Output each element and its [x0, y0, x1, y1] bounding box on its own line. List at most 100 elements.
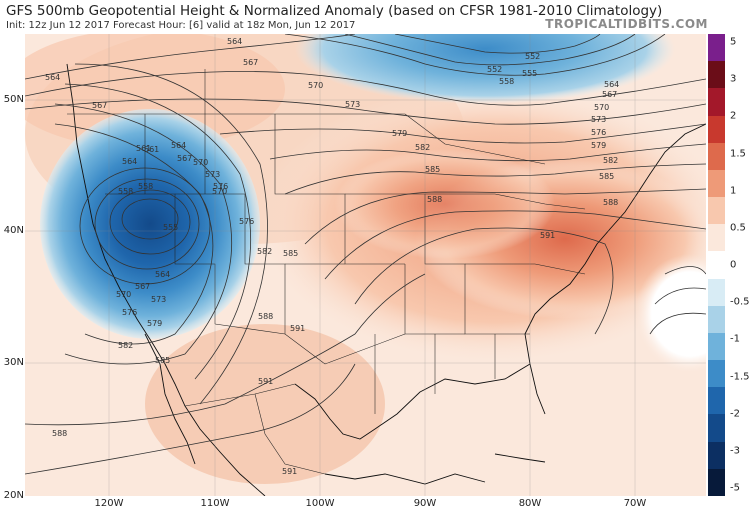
- contour-label: 573: [345, 100, 360, 109]
- contour-label: 567: [92, 101, 107, 110]
- contour-label: 588: [52, 429, 67, 438]
- contour-label: 582: [257, 247, 272, 256]
- contour-label: 567: [135, 282, 150, 291]
- lon-label-100w: 100W: [305, 498, 335, 509]
- contour-label: 582: [118, 341, 133, 350]
- colorbar-swatch: [708, 169, 725, 198]
- contour-label: 570: [594, 103, 609, 112]
- colorbar-swatch: [708, 332, 725, 361]
- colorbar-tick-label: 3: [730, 73, 737, 85]
- lat-label-30n: 30N: [3, 357, 24, 368]
- contour-label: 588: [258, 312, 273, 321]
- contour-label: 558: [118, 187, 133, 196]
- shade-nw: [25, 34, 285, 149]
- contour-label: 579: [591, 141, 606, 150]
- contour-label: 567: [602, 90, 617, 99]
- lon-label-70w: 70W: [623, 498, 647, 509]
- contour-label: 573: [151, 295, 166, 304]
- contour-label: 567: [177, 154, 192, 163]
- contour-label: 570: [116, 290, 131, 299]
- lon-label-110w: 110W: [200, 498, 230, 509]
- contour-label: 579: [392, 129, 407, 138]
- contour-label: 564: [171, 141, 186, 150]
- contour-label: 561: [136, 144, 151, 153]
- colorbar-swatch: [708, 468, 725, 496]
- contour-label: 555: [163, 223, 178, 232]
- colorbar-tick-label: 5: [730, 36, 737, 48]
- contour-label: 564: [122, 157, 137, 166]
- contour-label: 591: [282, 467, 297, 476]
- lon-label-120w: 120W: [94, 498, 124, 509]
- map-title: GFS 500mb Geopotential Height & Normaliz…: [6, 3, 663, 19]
- contour-label: 576: [591, 128, 606, 137]
- contour-label: 564: [155, 270, 170, 279]
- lon-label-90w: 90W: [413, 498, 437, 509]
- contour-label: 570: [308, 81, 323, 90]
- political-borders: [67, 69, 586, 475]
- colorbar-tick-label: -5: [730, 482, 740, 494]
- colorbar-tick-label: 0.5: [730, 222, 746, 234]
- shade-atlantic-low: [635, 254, 706, 374]
- contour-label: 582: [603, 156, 618, 165]
- contour-label: 564: [604, 80, 619, 89]
- colorbar-tick-label: -1: [730, 333, 740, 345]
- contour-label: 564: [45, 73, 60, 82]
- contour-label: 588: [603, 198, 618, 207]
- colorbar-swatch: [708, 115, 725, 143]
- colorbar-tick-label: 1.5: [730, 148, 746, 159]
- height-contours: [25, 34, 706, 475]
- shade-midwest: [335, 149, 555, 259]
- colorbar-swatch: [708, 387, 725, 415]
- contour-label: 564: [227, 37, 242, 46]
- contour-label: 567: [243, 58, 258, 67]
- colorbar-swatch: [708, 142, 725, 170]
- contour-label: 570: [193, 158, 208, 167]
- colorbar-tick-label: 2: [730, 110, 737, 122]
- contour-label: 576: [239, 217, 254, 226]
- anomaly-colorbar: [708, 34, 725, 496]
- colorbar-swatch: [708, 88, 725, 116]
- map-panel: 564 567 564 567 570 573 561 564 567 558 …: [25, 34, 706, 496]
- contour-label: 582: [415, 143, 430, 152]
- contour-label: 561: [144, 145, 159, 154]
- contour-label: 576: [122, 308, 137, 317]
- contour-label: 588: [427, 195, 442, 204]
- contour-label: 552: [487, 65, 502, 74]
- colorbar-swatch: [708, 224, 725, 252]
- colorbar-swatch: [708, 305, 725, 333]
- contour-label: 591: [258, 377, 273, 386]
- contour-label: 576: [213, 182, 228, 191]
- lat-label-50n: 50N: [3, 94, 24, 105]
- colorbar-swatch: [708, 441, 725, 469]
- contour-label: 591: [540, 231, 555, 240]
- contour-labels: 564 567 564 567 570 573 561 564 567 558 …: [45, 37, 619, 476]
- contour-label: 591: [290, 324, 305, 333]
- lon-label-80w: 80W: [518, 498, 542, 509]
- colorbar-tick-label: -1.5: [730, 371, 750, 382]
- map-subtitle: Init: 12z Jun 12 2017 Forecast Hour: [6]…: [6, 20, 356, 31]
- colorbar-swatch: [708, 61, 725, 89]
- contour-label: 570: [212, 187, 227, 196]
- colorbar-tick-label: -3: [730, 445, 740, 457]
- contour-label: 558: [499, 77, 514, 86]
- contour-label: 585: [425, 165, 440, 174]
- contour-label: 585: [155, 356, 170, 365]
- colorbar-tick-label: -2: [730, 408, 740, 420]
- lat-label-40n: 40N: [3, 225, 24, 236]
- colorbar-swatch: [708, 251, 725, 279]
- colorbar-tick-label: 1: [730, 185, 737, 197]
- contour-label: 573: [591, 115, 606, 124]
- contour-label: 585: [599, 172, 614, 181]
- colorbar-tick-label: 0: [730, 259, 737, 271]
- colorbar-swatch: [708, 34, 725, 62]
- contour-label: 555: [522, 69, 537, 78]
- contour-label: 573: [205, 170, 220, 179]
- colorbar-swatch: [708, 360, 725, 388]
- contour-label: 552: [525, 52, 540, 61]
- colorbar-swatch: [708, 197, 725, 225]
- shade-mexico: [145, 324, 385, 484]
- contour-label: 585: [283, 249, 298, 258]
- colorbar-swatch: [708, 414, 725, 442]
- contour-label: 558: [138, 182, 153, 191]
- anomaly-map: 564 567 564 567 570 573 561 564 567 558 …: [25, 34, 706, 496]
